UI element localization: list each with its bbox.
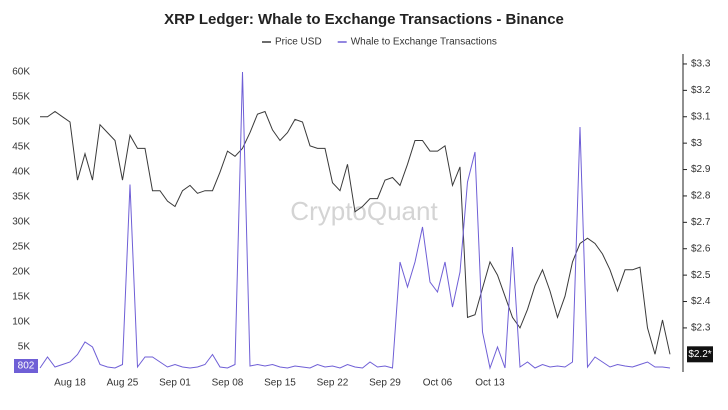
y2-tick-label: $2.5	[691, 270, 711, 281]
y2-tick-label: $3.3	[691, 59, 711, 70]
chart-title: XRP Ledger: Whale to Exchange Transactio…	[164, 11, 564, 28]
y2-tick-label: $2.8	[691, 191, 711, 202]
y-tick-label: 30K	[12, 217, 30, 228]
legend-label: Price USD	[275, 37, 322, 48]
y-tick-label: 25K	[12, 242, 30, 253]
x-tick-label: Sep 29	[369, 378, 401, 389]
y2-tick-label: $2.3	[691, 323, 711, 334]
y-tick-label: 55K	[12, 92, 30, 103]
x-tick-label: Sep 08	[212, 378, 244, 389]
y-tick-label: 15K	[12, 292, 30, 303]
x-tick-label: Aug 25	[107, 378, 139, 389]
y-tick-label: 45K	[12, 142, 30, 153]
series-line	[40, 110, 671, 355]
x-tick-label: Oct 06	[423, 378, 453, 389]
y-tick-label: 35K	[12, 192, 30, 203]
x-tick-label: Oct 13	[475, 378, 505, 389]
last-value-badge	[14, 359, 38, 373]
legend: Price USD Whale to Exchange Transactions	[262, 37, 497, 48]
y2-tick-label: $3.1	[691, 111, 711, 122]
x-tick-label: Sep 01	[159, 378, 191, 389]
x-tick-label: Sep 15	[264, 378, 296, 389]
watermark: CryptoQuant	[290, 196, 438, 226]
y-tick-label: 50K	[12, 117, 30, 128]
series-line	[39, 71, 671, 370]
y2-tick-label: $2.7	[691, 217, 711, 228]
y2-tick-label: $3.2	[691, 85, 711, 96]
y2-tick-label: $2.6	[691, 243, 711, 254]
y-tick-label: 20K	[12, 267, 30, 278]
last-value-badge	[687, 346, 713, 363]
legend-label: Whale to Exchange Transactions	[351, 37, 497, 48]
last-value-label: $2.2*	[688, 349, 711, 360]
y-tick-label: 5K	[18, 342, 31, 353]
y2-tick-label: $2.4	[691, 296, 711, 307]
x-tick-label: Sep 22	[317, 378, 349, 389]
x-tick-label: Aug 18	[54, 378, 86, 389]
y-tick-label: 40K	[12, 167, 30, 178]
y-tick-label: 10K	[12, 317, 30, 328]
y2-tick-label: $2.9	[691, 164, 711, 175]
y2-tick-label: $3	[691, 138, 703, 149]
y-tick-label: 60K	[12, 67, 30, 78]
last-value-label: 802	[18, 361, 35, 372]
